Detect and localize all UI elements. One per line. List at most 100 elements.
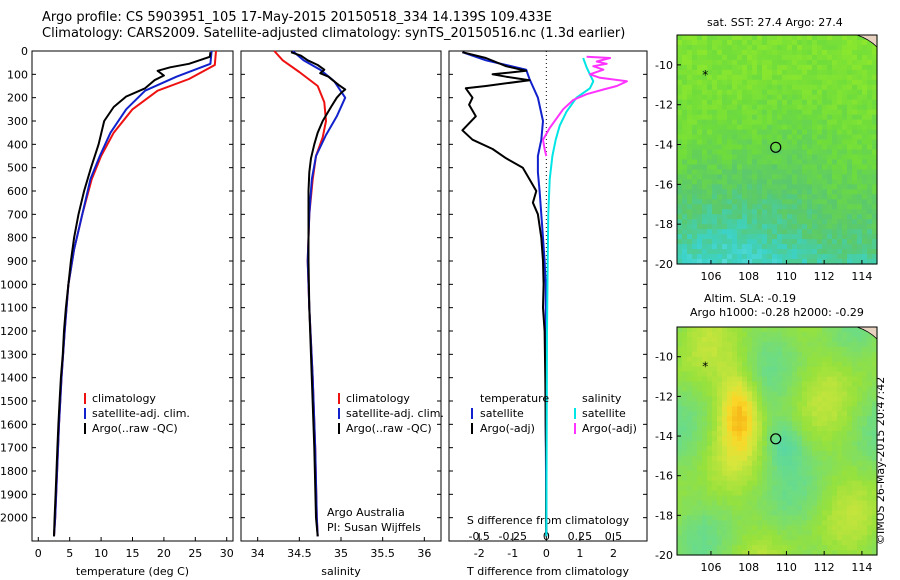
map-cell xyxy=(837,74,843,81)
map-cell xyxy=(687,229,693,235)
map-cell xyxy=(872,475,878,482)
map-cell xyxy=(842,391,848,397)
map-cell xyxy=(822,525,828,531)
map-cell xyxy=(837,406,843,412)
map-cell xyxy=(822,214,828,220)
map-cell xyxy=(747,214,753,220)
map-cell xyxy=(782,520,788,526)
map-cell xyxy=(817,89,823,96)
map-cell xyxy=(752,124,758,131)
map-cell xyxy=(762,254,768,260)
map-cell xyxy=(802,159,808,166)
map-cell xyxy=(837,59,843,66)
map-cell xyxy=(817,386,823,393)
map-cell xyxy=(707,164,713,171)
map-cell xyxy=(797,525,803,531)
map-cell xyxy=(757,331,763,338)
map-cell xyxy=(857,356,863,363)
map-cell xyxy=(752,79,758,86)
map-cell xyxy=(727,445,733,452)
map-cell xyxy=(742,244,748,250)
map-cell xyxy=(737,214,743,220)
map-cell xyxy=(727,336,733,343)
map-cell xyxy=(852,39,858,46)
map-cell xyxy=(817,169,823,175)
map-cell xyxy=(747,229,753,235)
map-cell xyxy=(802,510,808,516)
map-cell xyxy=(862,540,868,546)
map-cell xyxy=(817,54,823,61)
map-cell xyxy=(707,396,713,402)
map-cell xyxy=(822,154,828,161)
map-cell xyxy=(817,194,823,200)
map-cell xyxy=(692,169,698,175)
map-cell xyxy=(852,386,858,393)
map-cell xyxy=(682,401,688,407)
map-cell xyxy=(752,99,758,106)
map-cell xyxy=(837,49,843,56)
map-cell xyxy=(827,164,833,171)
map-cell xyxy=(847,129,853,136)
map-cell xyxy=(832,139,838,146)
map-cell xyxy=(702,214,708,220)
map-cell xyxy=(807,401,813,407)
map-cell xyxy=(862,99,868,106)
map-cell xyxy=(732,550,738,556)
map-cell xyxy=(682,391,688,397)
map-cell xyxy=(722,109,728,116)
map-cell xyxy=(697,244,703,250)
map-cell xyxy=(757,341,763,348)
map-cell xyxy=(682,204,688,210)
map-cell xyxy=(777,134,783,141)
map-cell xyxy=(817,421,823,427)
map-cell xyxy=(707,64,713,71)
map-cell xyxy=(837,510,843,516)
map-cell xyxy=(707,366,713,373)
map-cell xyxy=(682,485,688,492)
map-cell xyxy=(767,485,773,492)
map-cell xyxy=(682,480,688,487)
map-cell xyxy=(697,485,703,492)
map-cell xyxy=(727,485,733,492)
map-cell xyxy=(872,59,878,66)
map-cell xyxy=(822,366,828,373)
map-cell xyxy=(722,259,728,265)
map-cell xyxy=(832,64,838,71)
map-cell xyxy=(787,54,793,61)
map-cell xyxy=(787,550,793,556)
map-cell xyxy=(732,229,738,235)
map-cell xyxy=(862,39,868,46)
map-cell xyxy=(742,530,748,536)
map-cell xyxy=(802,39,808,46)
map-cell xyxy=(792,530,798,536)
map-cell xyxy=(717,154,723,161)
map-cell xyxy=(742,431,748,437)
map-cell xyxy=(682,431,688,437)
map-cell xyxy=(847,465,853,472)
map-cell xyxy=(737,79,743,86)
map-cell xyxy=(777,550,783,556)
map-cell xyxy=(872,229,878,235)
map-cell xyxy=(702,346,708,353)
map-cell xyxy=(682,249,688,255)
map-cell xyxy=(697,129,703,136)
map-cell xyxy=(792,94,798,101)
map-cell xyxy=(677,149,683,156)
map-cell xyxy=(707,336,713,343)
map-cell xyxy=(737,64,743,71)
map-cell xyxy=(687,79,693,86)
map-cell xyxy=(702,184,708,190)
map-cell xyxy=(792,376,798,383)
map-cell xyxy=(717,74,723,81)
map-cell xyxy=(817,154,823,161)
map-cell xyxy=(842,35,848,41)
map-cell xyxy=(727,249,733,255)
map-cell xyxy=(692,545,698,551)
map-cell xyxy=(692,460,698,467)
map-cell xyxy=(857,336,863,343)
map-cell xyxy=(762,371,768,378)
map-cell xyxy=(797,179,803,185)
map-cell xyxy=(707,84,713,91)
map-cell xyxy=(747,386,753,393)
map-cell xyxy=(817,184,823,190)
